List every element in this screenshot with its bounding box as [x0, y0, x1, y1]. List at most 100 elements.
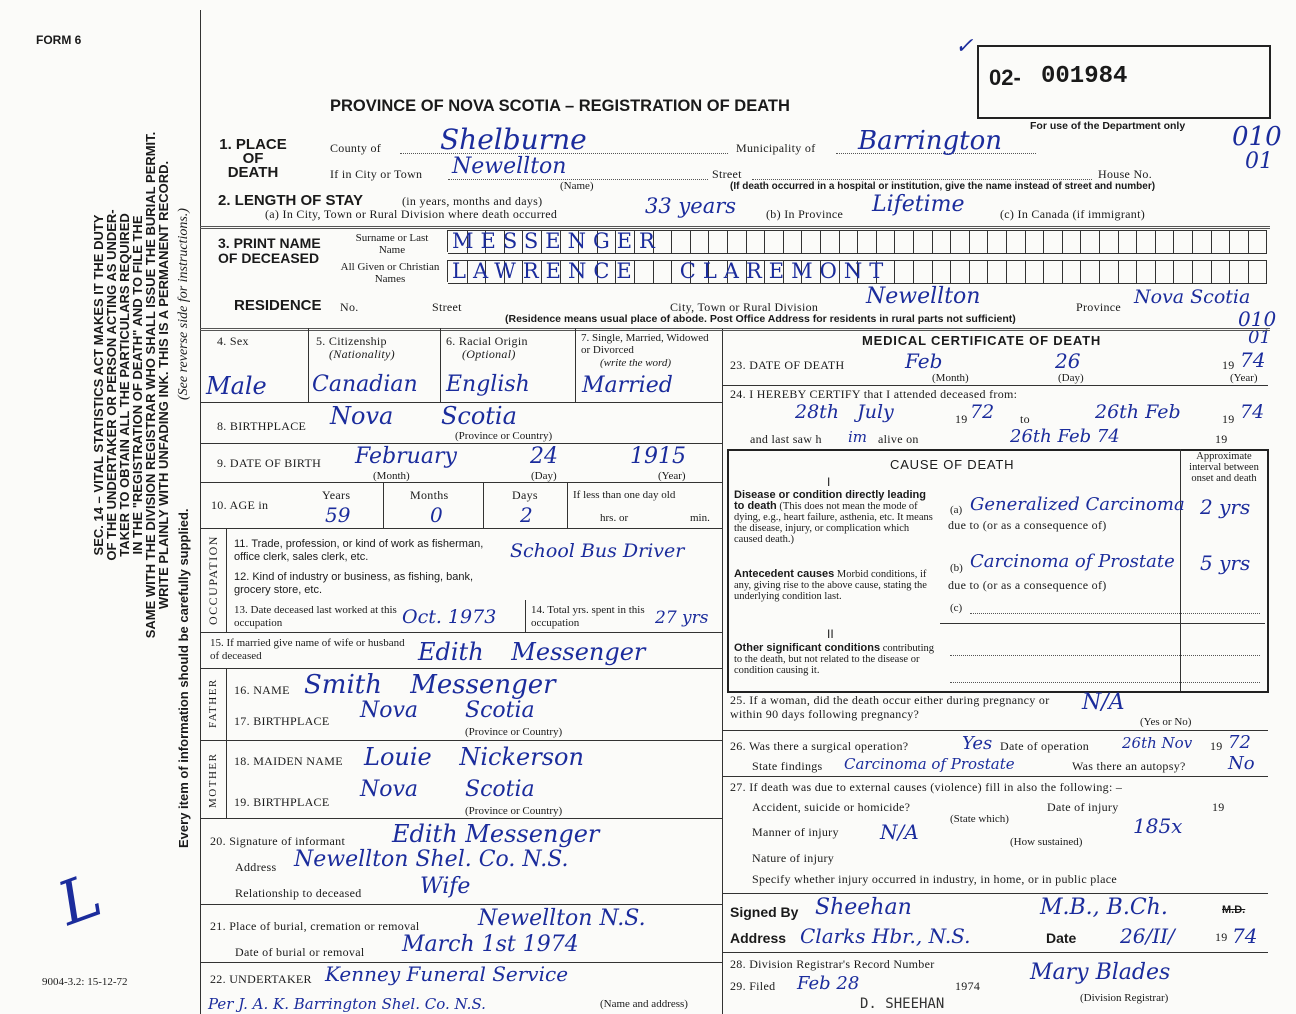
autopsy-value: No — [1228, 753, 1255, 774]
letter-box[interactable] — [727, 260, 747, 284]
letter-box[interactable] — [541, 230, 561, 254]
letter-box[interactable] — [931, 230, 952, 254]
letter-box[interactable] — [671, 230, 691, 254]
letter-box[interactable] — [1192, 260, 1212, 284]
letter-box[interactable] — [1061, 230, 1082, 254]
given-name-boxes[interactable] — [447, 260, 1270, 284]
letter-box[interactable] — [801, 230, 821, 254]
residence-province-value: Nova Scotia — [1134, 286, 1251, 308]
year-prefix: 19 — [1222, 358, 1235, 372]
letter-box[interactable] — [1173, 230, 1193, 254]
letter-box[interactable] — [764, 260, 784, 284]
letter-box[interactable] — [968, 230, 989, 254]
letter-box[interactable] — [1154, 230, 1175, 254]
letter-box[interactable] — [689, 230, 710, 254]
letter-box[interactable] — [745, 260, 766, 284]
letter-box[interactable] — [801, 260, 821, 284]
operation-value: Yes — [962, 733, 993, 754]
letter-box[interactable] — [950, 260, 970, 284]
letter-box[interactable] — [596, 230, 617, 254]
letter-box[interactable] — [1210, 260, 1231, 284]
letter-box[interactable] — [1006, 260, 1026, 284]
letter-box[interactable] — [1136, 230, 1156, 254]
letter-box[interactable] — [448, 230, 468, 254]
letter-box[interactable] — [1154, 260, 1175, 284]
letter-box[interactable] — [541, 260, 561, 284]
letter-box[interactable] — [634, 260, 654, 284]
age-years: 59 — [325, 503, 351, 527]
letter-box[interactable] — [1117, 260, 1138, 284]
letter-box[interactable] — [1043, 260, 1063, 284]
letter-box[interactable] — [596, 260, 617, 284]
letter-box[interactable] — [968, 260, 989, 284]
letter-box[interactable] — [782, 260, 803, 284]
letter-box[interactable] — [503, 260, 524, 284]
letter-box[interactable] — [1099, 260, 1119, 284]
letter-box[interactable] — [634, 230, 654, 254]
letter-box[interactable] — [764, 230, 784, 254]
letter-box[interactable] — [559, 260, 580, 284]
letter-box[interactable] — [671, 260, 691, 284]
letter-box[interactable] — [448, 260, 468, 284]
letter-box[interactable] — [652, 230, 673, 254]
letter-box[interactable] — [987, 230, 1007, 254]
letter-box[interactable] — [913, 230, 933, 254]
letter-box[interactable] — [466, 260, 487, 284]
letter-box[interactable] — [727, 230, 747, 254]
letter-box[interactable] — [875, 260, 896, 284]
letter-box[interactable] — [522, 260, 542, 284]
letter-box[interactable] — [1229, 260, 1249, 284]
letter-box[interactable] — [503, 230, 524, 254]
letter-box[interactable] — [1061, 260, 1082, 284]
letter-box[interactable] — [1229, 230, 1249, 254]
letter-box[interactable] — [838, 230, 859, 254]
letter-box[interactable] — [689, 260, 710, 284]
mother-name-label: 18. MAIDEN NAME — [234, 754, 343, 768]
letter-box[interactable] — [1192, 230, 1212, 254]
letter-box[interactable] — [838, 260, 859, 284]
letter-box[interactable] — [820, 230, 840, 254]
letter-box[interactable] — [708, 230, 728, 254]
letter-box[interactable] — [875, 230, 896, 254]
age-days-label: Days — [512, 488, 538, 502]
letter-box[interactable] — [950, 230, 970, 254]
letter-box[interactable] — [745, 230, 766, 254]
letter-box[interactable] — [820, 260, 840, 284]
letter-box[interactable] — [1080, 230, 1100, 254]
burial-place-label: 21. Place of burial, cremation or remova… — [210, 919, 420, 933]
letter-box[interactable] — [1006, 230, 1026, 254]
letter-box[interactable] — [485, 230, 505, 254]
letter-box[interactable] — [857, 260, 877, 284]
letter-box[interactable] — [578, 230, 598, 254]
letter-box[interactable] — [652, 260, 673, 284]
letter-box[interactable] — [857, 230, 877, 254]
letter-box[interactable] — [1080, 260, 1100, 284]
medical-certificate-title: MEDICAL CERTIFICATE OF DEATH — [862, 333, 1102, 348]
surname-boxes[interactable] — [447, 230, 1270, 254]
letter-box[interactable] — [894, 230, 914, 254]
letter-box[interactable] — [987, 260, 1007, 284]
letter-box[interactable] — [485, 260, 505, 284]
letter-box[interactable] — [522, 230, 542, 254]
letter-box[interactable] — [1099, 230, 1119, 254]
letter-box[interactable] — [1136, 260, 1156, 284]
letter-box[interactable] — [782, 230, 803, 254]
letter-box[interactable] — [559, 230, 580, 254]
letter-box[interactable] — [466, 230, 487, 254]
letter-box[interactable] — [1173, 260, 1193, 284]
letter-box[interactable] — [931, 260, 952, 284]
letter-box[interactable] — [1247, 260, 1268, 284]
letter-box[interactable] — [1043, 230, 1063, 254]
dob-day: 24 — [530, 444, 558, 469]
letter-box[interactable] — [894, 260, 914, 284]
letter-box[interactable] — [615, 260, 635, 284]
letter-box[interactable] — [1024, 230, 1045, 254]
letter-box[interactable] — [615, 230, 635, 254]
letter-box[interactable] — [1117, 230, 1138, 254]
letter-box[interactable] — [578, 260, 598, 284]
letter-box[interactable] — [1210, 230, 1231, 254]
letter-box[interactable] — [1247, 230, 1268, 254]
letter-box[interactable] — [1024, 260, 1045, 284]
letter-box[interactable] — [913, 260, 933, 284]
letter-box[interactable] — [708, 260, 728, 284]
